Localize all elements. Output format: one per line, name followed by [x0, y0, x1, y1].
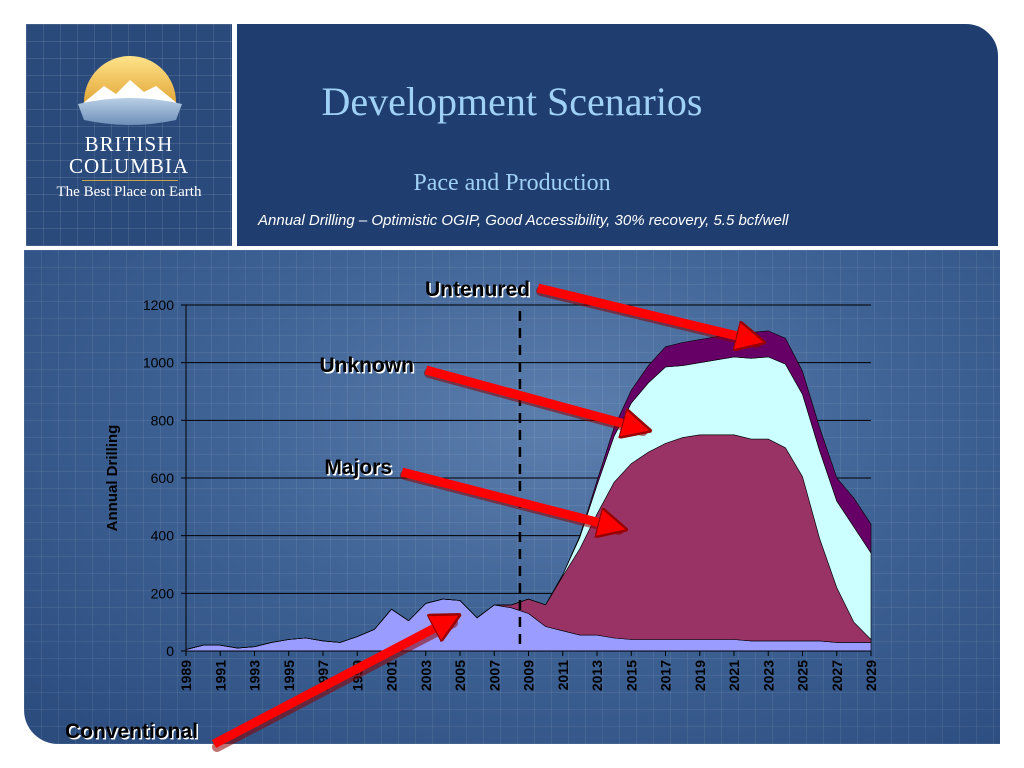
x-tick-label: 1991 — [212, 660, 228, 691]
annotation-arrow — [536, 283, 754, 340]
annotation-label-shadow: Unknown — [321, 356, 416, 379]
x-tick-label: 2021 — [726, 660, 742, 691]
annotation-label: Unknown — [320, 354, 415, 377]
x-tick-label: 2019 — [692, 660, 708, 691]
y-axis-label: Annual Drilling — [104, 425, 121, 532]
page-subtitle: Pace and Production — [413, 170, 611, 196]
y-tick-label: 200 — [151, 585, 175, 601]
header-panel — [235, 22, 1000, 248]
y-tick-label: 1000 — [143, 355, 174, 371]
series-area-untenured — [185, 330, 872, 650]
x-tick-label: 2015 — [623, 660, 639, 691]
x-tick-label: 2007 — [486, 660, 502, 691]
x-tick-label: 2013 — [589, 660, 605, 691]
y-tick-label: 1200 — [143, 297, 174, 313]
logo-panel: BRITISH COLUMBIA The Best Place on Earth — [24, 22, 234, 248]
bc-sun-mountain-icon — [78, 56, 182, 125]
x-tick-label: 2023 — [760, 660, 776, 691]
logo-tagline: The Best Place on Earth — [56, 184, 202, 200]
x-tick-label: 2025 — [795, 660, 811, 691]
x-tick-label: 2011 — [555, 660, 571, 691]
y-tick-label: 800 — [151, 412, 175, 428]
x-tick-label: 2001 — [384, 660, 400, 691]
x-tick-label: 2029 — [863, 660, 879, 691]
annotation-label-shadow: Untenured — [427, 280, 532, 303]
page-title: Development Scenarios — [321, 79, 703, 124]
annotation-label: Conventional — [65, 720, 198, 743]
annotation-label-shadow: Majors — [326, 458, 394, 481]
annotation-label: Majors — [324, 456, 392, 479]
annotation-arrow — [211, 620, 450, 748]
y-tick-label: 600 — [151, 470, 175, 486]
x-tick-label: 2027 — [829, 660, 845, 691]
y-tick-label: 0 — [166, 643, 174, 659]
y-tick-label: 400 — [151, 528, 175, 544]
logo-wordmark-line1: BRITISH — [84, 132, 174, 156]
x-tick-label: 1993 — [247, 660, 263, 691]
x-tick-label: 1989 — [178, 660, 194, 691]
annotation-arrow — [400, 467, 616, 527]
x-tick-label: 2009 — [521, 660, 537, 691]
logo-wordmark-line2: COLUMBIA — [68, 154, 189, 178]
x-tick-label: 2017 — [658, 660, 674, 691]
annotation-arrow — [424, 365, 640, 428]
annotation-label-shadow: Conventional — [66, 722, 199, 745]
x-tick-label: 2003 — [418, 660, 434, 691]
annotation-label: Untenured — [425, 278, 530, 301]
page-caption: Annual Drilling – Optimistic OGIP, Good … — [258, 212, 789, 229]
x-tick-label: 2005 — [452, 660, 468, 691]
logo-divider — [82, 180, 178, 181]
x-tick-label: 1995 — [281, 660, 297, 691]
